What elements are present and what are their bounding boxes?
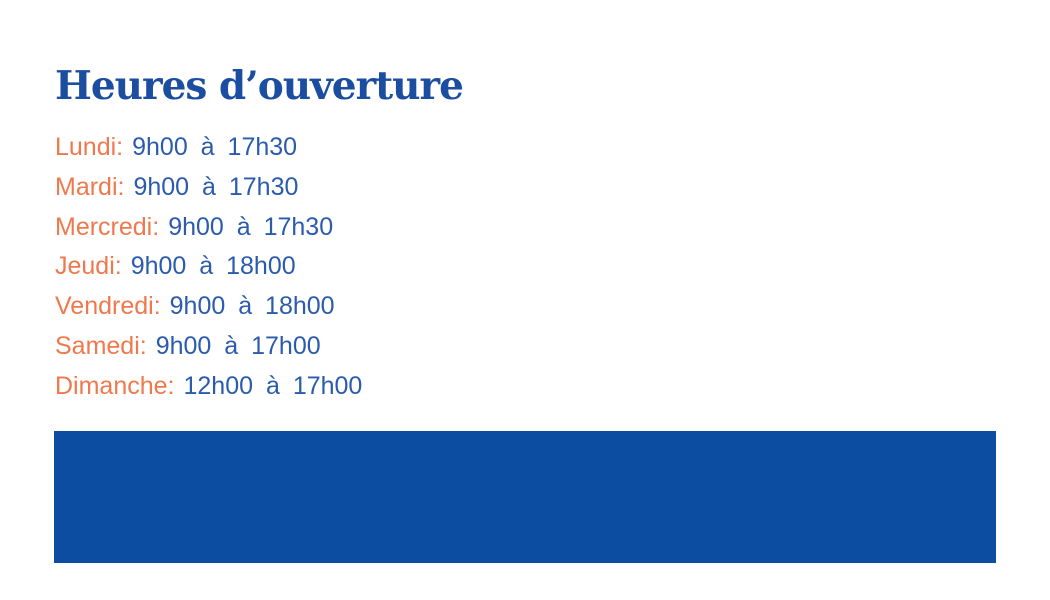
hours-row-friday: Vendredi: 9h00 à 18h00 xyxy=(55,287,362,327)
page-title: Heures d’ouverture xyxy=(55,63,464,109)
day-hours: 9h00 à 17h30 xyxy=(133,172,299,201)
hours-row-sunday: Dimanche: 12h00 à 17h00 xyxy=(55,367,362,407)
day-hours: 12h00 à 17h00 xyxy=(183,371,363,400)
day-label: Mardi: xyxy=(55,172,125,201)
day-label: Samedi: xyxy=(55,331,147,360)
hours-row-monday: Lundi: 9h00 à 17h30 xyxy=(55,128,362,168)
hours-row-wednesday: Mercredi: 9h00 à 17h30 xyxy=(55,208,362,248)
day-label: Mercredi: xyxy=(55,212,160,241)
day-hours: 9h00 à 17h30 xyxy=(168,212,334,241)
day-label: Lundi: xyxy=(55,133,124,161)
day-hours: 9h00 à 17h30 xyxy=(132,133,298,161)
day-label: Vendredi: xyxy=(55,292,161,321)
day-hours: 9h00 à 17h00 xyxy=(155,331,321,360)
day-hours: 9h00 à 18h00 xyxy=(130,252,296,281)
day-label: Dimanche: xyxy=(55,371,175,400)
day-hours: 9h00 à 18h00 xyxy=(169,292,335,321)
hours-row-thursday: Jeudi: 9h00 à 18h00 xyxy=(55,247,362,287)
hours-row-saturday: Samedi: 9h00 à 17h00 xyxy=(55,327,362,367)
decorative-blue-banner xyxy=(54,431,996,563)
hours-row-tuesday: Mardi: 9h00 à 17h30 xyxy=(55,168,362,208)
hours-list: Lundi: 9h00 à 17h30 Mardi: 9h00 à 17h30 Me… xyxy=(55,128,362,407)
day-label: Jeudi: xyxy=(55,252,122,281)
